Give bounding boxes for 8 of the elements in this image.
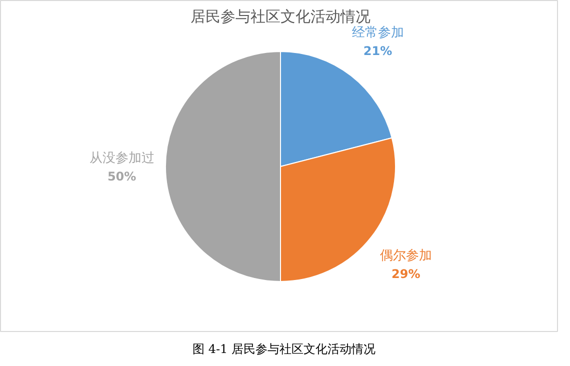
data-label: 29% (392, 266, 420, 281)
data-label: 21% (363, 44, 392, 58)
chart-title: 居民参与社区文化活动情况 (190, 8, 370, 26)
slice-label: 偶尔参加 (380, 248, 432, 264)
slice-label: 从没参加过 (89, 151, 154, 166)
slice-label: 经常参加 (352, 26, 404, 41)
caption: 图 4-1 居民参与社区文化活动情况 (192, 341, 376, 358)
data-label: 50% (107, 170, 136, 184)
